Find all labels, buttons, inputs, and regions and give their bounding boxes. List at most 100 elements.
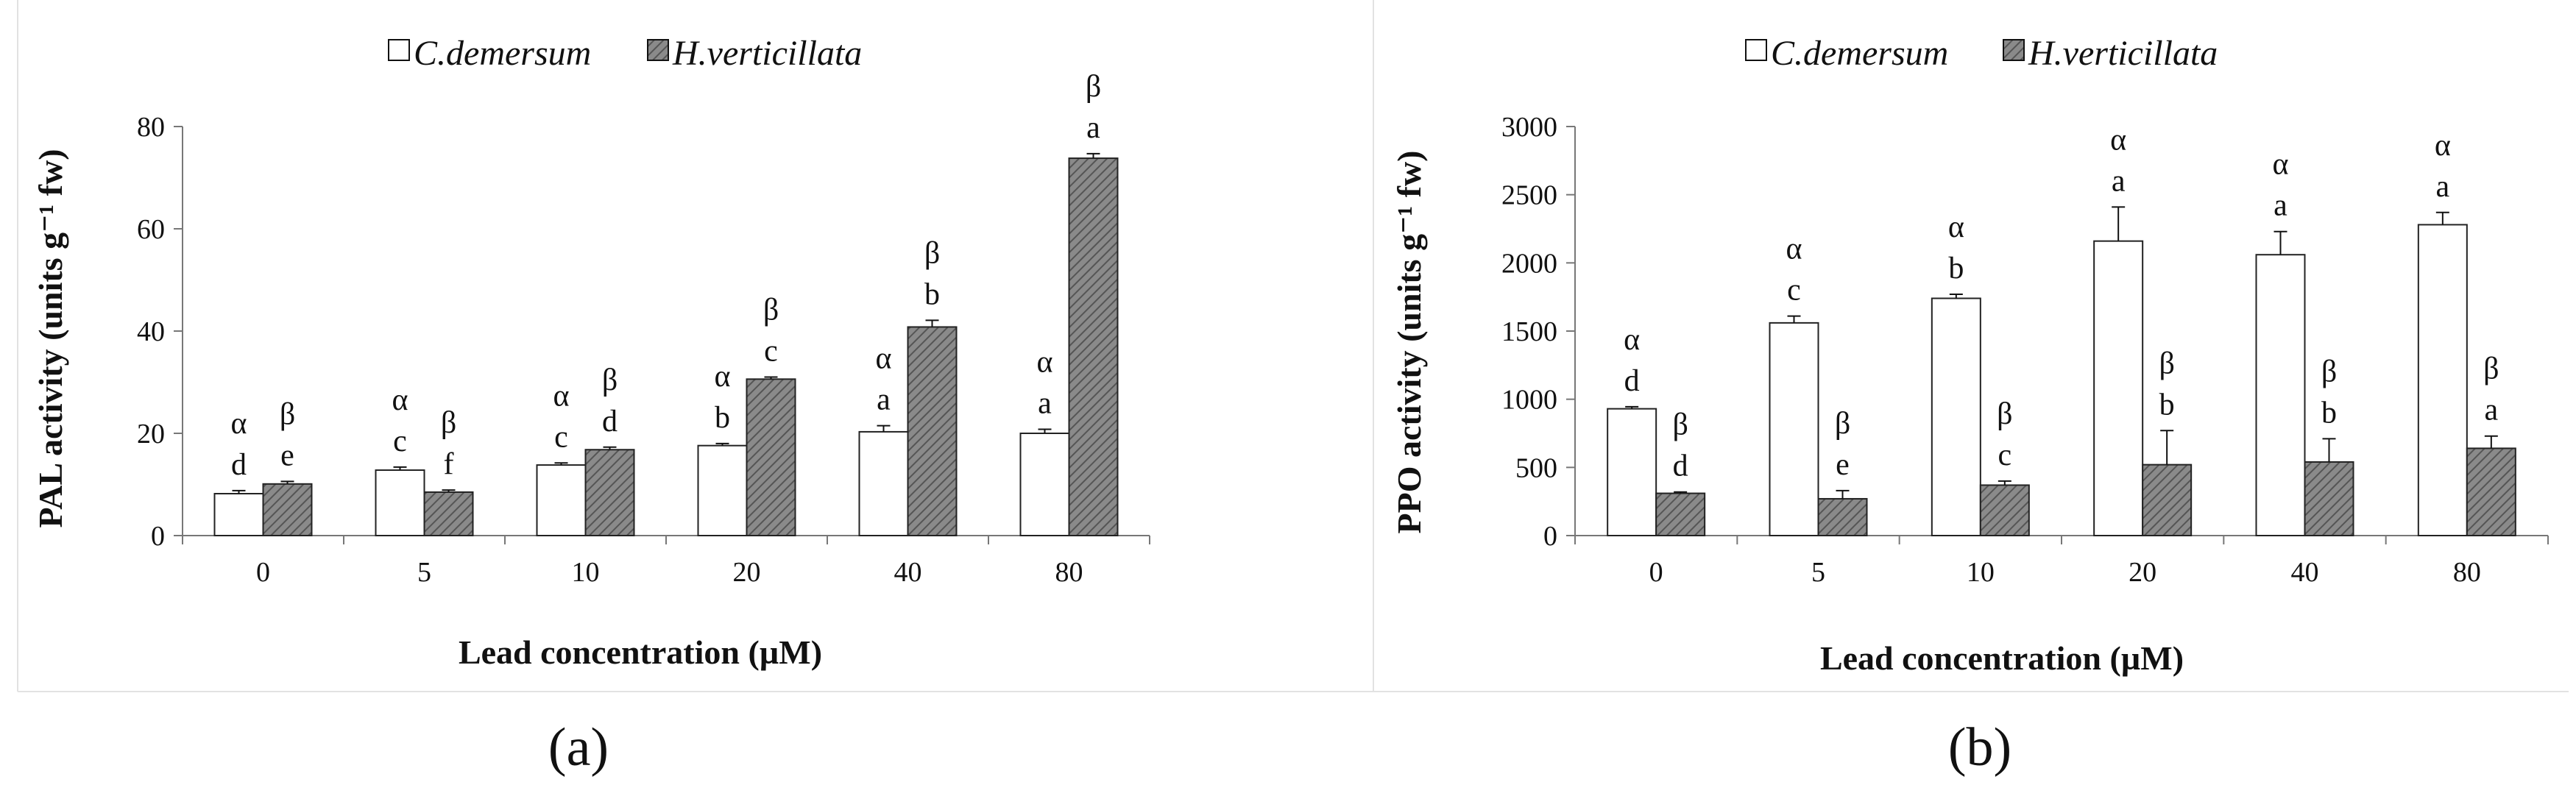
group-symbol: β <box>763 294 779 327</box>
significance-letter: b <box>1948 252 1964 285</box>
bar <box>1607 408 1657 537</box>
panel-caption-b: (b) <box>1948 717 2011 778</box>
significance-letter: c <box>1998 438 2012 472</box>
bar <box>213 493 264 537</box>
bar <box>2417 224 2468 536</box>
group-symbol: β <box>1835 407 1850 441</box>
y-axis-title-b: PPO activity (units g⁻¹ fw) <box>1390 150 1428 533</box>
legend-swatch-h-verticillata-a <box>647 39 669 61</box>
x-axis-title-a: Lead concentration (µM) <box>459 633 822 671</box>
significance-letter: c <box>554 420 568 454</box>
legend-swatch-c-demersum-b <box>1745 39 1767 61</box>
group-symbol: β <box>1086 70 1101 104</box>
significance-letter: b <box>715 401 730 435</box>
group-symbol: β <box>1672 408 1688 442</box>
significance-letter: c <box>393 424 407 458</box>
significance-letter: e <box>280 438 294 472</box>
bar <box>1817 497 1868 537</box>
group-symbol: α <box>714 360 730 394</box>
panel-caption-a: (a) <box>548 717 609 778</box>
legend-label-h-verticillata-b: H.verticillata <box>2028 34 2218 73</box>
bar <box>584 449 635 536</box>
x-tick-label: 5 <box>1811 557 1825 588</box>
significance-letter: c <box>1787 274 1801 308</box>
group-symbol: α <box>2435 129 2451 163</box>
significance-letter: b <box>2321 396 2337 430</box>
group-symbol: α <box>1036 345 1052 379</box>
x-tick-label: 40 <box>894 557 922 588</box>
legend-swatch-h-verticillata-b <box>2003 39 2025 61</box>
group-symbol: β <box>2321 355 2337 388</box>
bar <box>2093 240 2144 536</box>
x-axis-title-b: Lead concentration (µM) <box>1820 639 2184 677</box>
y-tick-label: 2000 <box>1501 248 1557 279</box>
x-tick-label: 20 <box>2129 557 2156 588</box>
significance-letter: a <box>2436 170 2450 204</box>
legend-a: C.demersum H.verticillata <box>388 34 862 73</box>
legend-b: C.demersum H.verticillata <box>1745 34 2218 73</box>
bar <box>1979 484 2030 537</box>
x-tick-label: 10 <box>1967 557 1995 588</box>
significance-letter: b <box>2159 388 2175 422</box>
group-symbol: β <box>2159 347 2174 380</box>
bar <box>1769 321 1819 536</box>
bar <box>375 469 425 536</box>
significance-letter: a <box>2485 394 2499 427</box>
bar <box>423 491 474 536</box>
group-symbol: β <box>602 363 618 397</box>
group-symbol: α <box>1948 210 1964 244</box>
bar <box>858 430 909 536</box>
significance-letter: a <box>2274 189 2287 223</box>
bar <box>1019 433 1070 536</box>
y-tick-label: 2500 <box>1501 180 1557 211</box>
y-tick-label: 500 <box>1515 452 1557 483</box>
bar <box>697 444 748 536</box>
significance-letter: e <box>1836 448 1850 482</box>
x-tick-label: 80 <box>1055 557 1083 588</box>
group-symbol: β <box>924 236 940 270</box>
x-tick-label: 40 <box>2291 557 2319 588</box>
legend-swatch-c-demersum-a <box>388 39 410 61</box>
significance-letter: a <box>1086 111 1100 145</box>
bar <box>536 464 587 537</box>
y-tick-label: 60 <box>137 214 165 245</box>
group-symbol: α <box>553 379 569 413</box>
significance-letter: a <box>1038 386 1052 420</box>
group-symbol: β <box>2483 352 2499 386</box>
group-symbol: α <box>392 383 408 417</box>
x-tick-label: 20 <box>733 557 761 588</box>
bar <box>2304 461 2354 536</box>
y-tick-label: 3000 <box>1501 112 1557 143</box>
y-axis-title-a: PAL activity (units g⁻¹ fw) <box>32 149 69 527</box>
legend-label-c-demersum-a: C.demersum <box>414 34 591 73</box>
group-symbol: α <box>1786 232 1802 266</box>
bar <box>1068 157 1119 536</box>
group-symbol: α <box>2272 148 2288 182</box>
x-tick-label: 80 <box>2453 557 2481 588</box>
y-tick-label: 0 <box>1543 521 1557 552</box>
chart-panel-a: C.demersum H.verticillata 0 20 40 60 80 0 5 10 2… <box>32 34 1150 778</box>
group-symbol: α <box>875 342 891 376</box>
significance-letter: c <box>764 335 778 369</box>
y-tick-label: 1500 <box>1501 316 1557 347</box>
significance-letter: d <box>602 405 618 438</box>
significance-letter: f <box>444 447 454 481</box>
group-symbol: β <box>441 406 456 440</box>
bar <box>2466 447 2516 536</box>
y-tick-label: 1000 <box>1501 385 1557 416</box>
significance-letter: a <box>2112 164 2126 198</box>
y-tick-label: 0 <box>151 521 165 552</box>
significance-letter: d <box>1624 364 1640 398</box>
group-symbol: α <box>1624 323 1640 357</box>
group-symbol: β <box>280 397 295 431</box>
x-tick-label: 0 <box>256 557 270 588</box>
group-symbol: α <box>2110 123 2126 157</box>
bar <box>262 483 313 536</box>
significance-letter: d <box>1673 450 1688 483</box>
bar <box>907 326 958 536</box>
bar <box>1931 297 1981 536</box>
